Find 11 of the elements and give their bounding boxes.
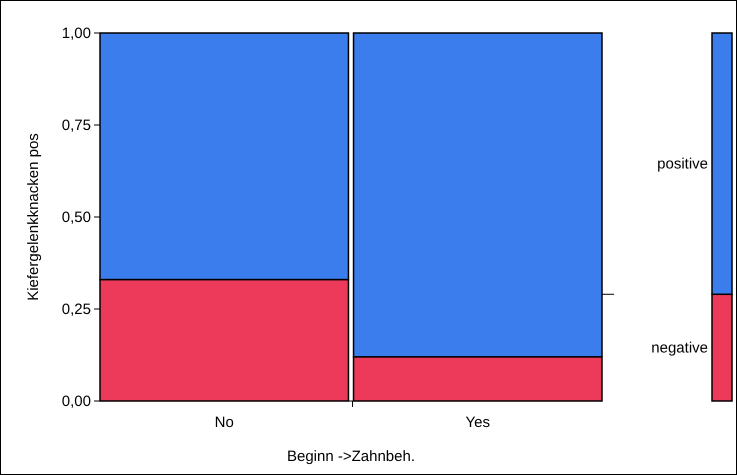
x-axis-title: Beginn ->Zahnbeh.: [286, 448, 416, 465]
y-tick-label: 0,50: [62, 209, 91, 226]
x-tick-label: Yes: [466, 414, 490, 431]
series-label: positive: [657, 156, 708, 173]
y-axis-title: Kiefergelenkknacken pos: [25, 133, 42, 301]
y-tick-label: 0,00: [62, 393, 91, 410]
series-label: negative: [651, 340, 708, 357]
x-tick-label: No: [214, 414, 234, 431]
y-tick-label: 1,00: [62, 25, 91, 42]
y-tick-label: 0,25: [62, 301, 91, 318]
y-tick-label: 0,75: [62, 117, 91, 134]
